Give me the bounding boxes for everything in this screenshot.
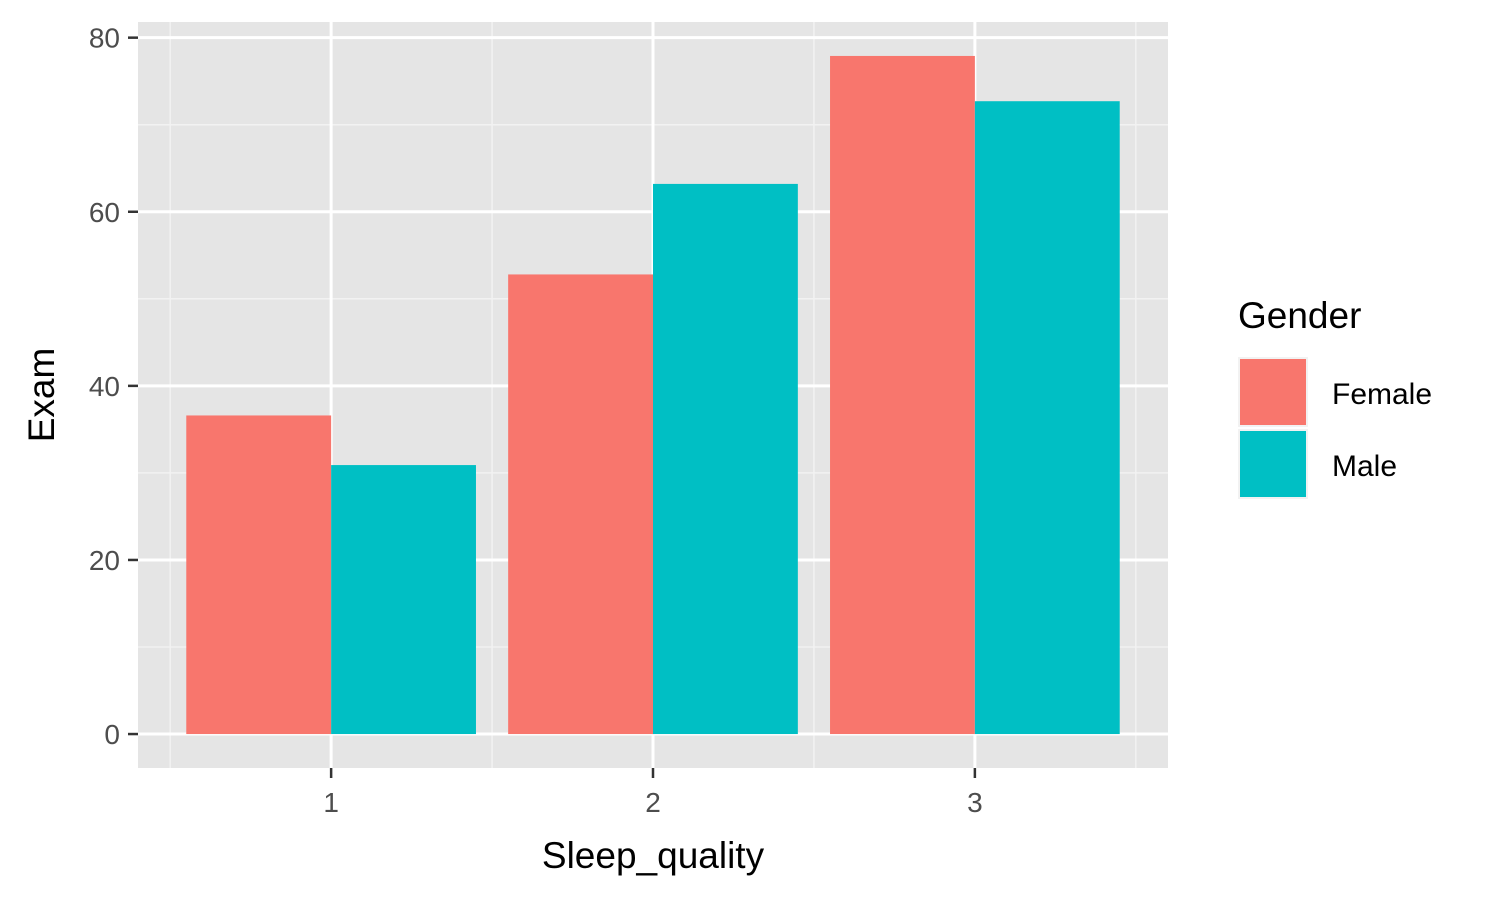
legend-title: Gender — [1238, 295, 1361, 336]
x-tick-label: 3 — [967, 787, 983, 818]
legend-label-male: Male — [1332, 450, 1397, 483]
y-tick-label: 40 — [89, 371, 120, 402]
y-tick-label: 20 — [89, 545, 120, 576]
y-axis-title: Exam — [21, 348, 62, 443]
legend-swatch-male — [1240, 431, 1306, 497]
x-tick-label: 1 — [323, 787, 339, 818]
legend-swatch-female — [1240, 359, 1306, 425]
bar-female-3 — [830, 55, 975, 735]
x-axis-title: Sleep_quality — [542, 835, 765, 876]
bar-female-1 — [186, 415, 332, 735]
bars — [186, 55, 1120, 735]
x-axis: 1 2 3 — [323, 768, 983, 818]
legend-items: Female Male — [1238, 357, 1432, 499]
y-axis: 0 20 40 60 80 — [89, 23, 138, 750]
y-tick-label: 80 — [89, 23, 120, 54]
bar-male-2 — [653, 183, 798, 735]
x-tick-label: 2 — [645, 787, 661, 818]
legend-label-female: Female — [1332, 378, 1432, 411]
legend: Gender Female Male — [1238, 295, 1432, 499]
y-tick-label: 60 — [89, 197, 120, 228]
bar-female-2 — [508, 274, 653, 735]
y-tick-label: 0 — [104, 719, 120, 750]
bar-male-1 — [331, 465, 476, 735]
bar-male-3 — [974, 101, 1120, 735]
